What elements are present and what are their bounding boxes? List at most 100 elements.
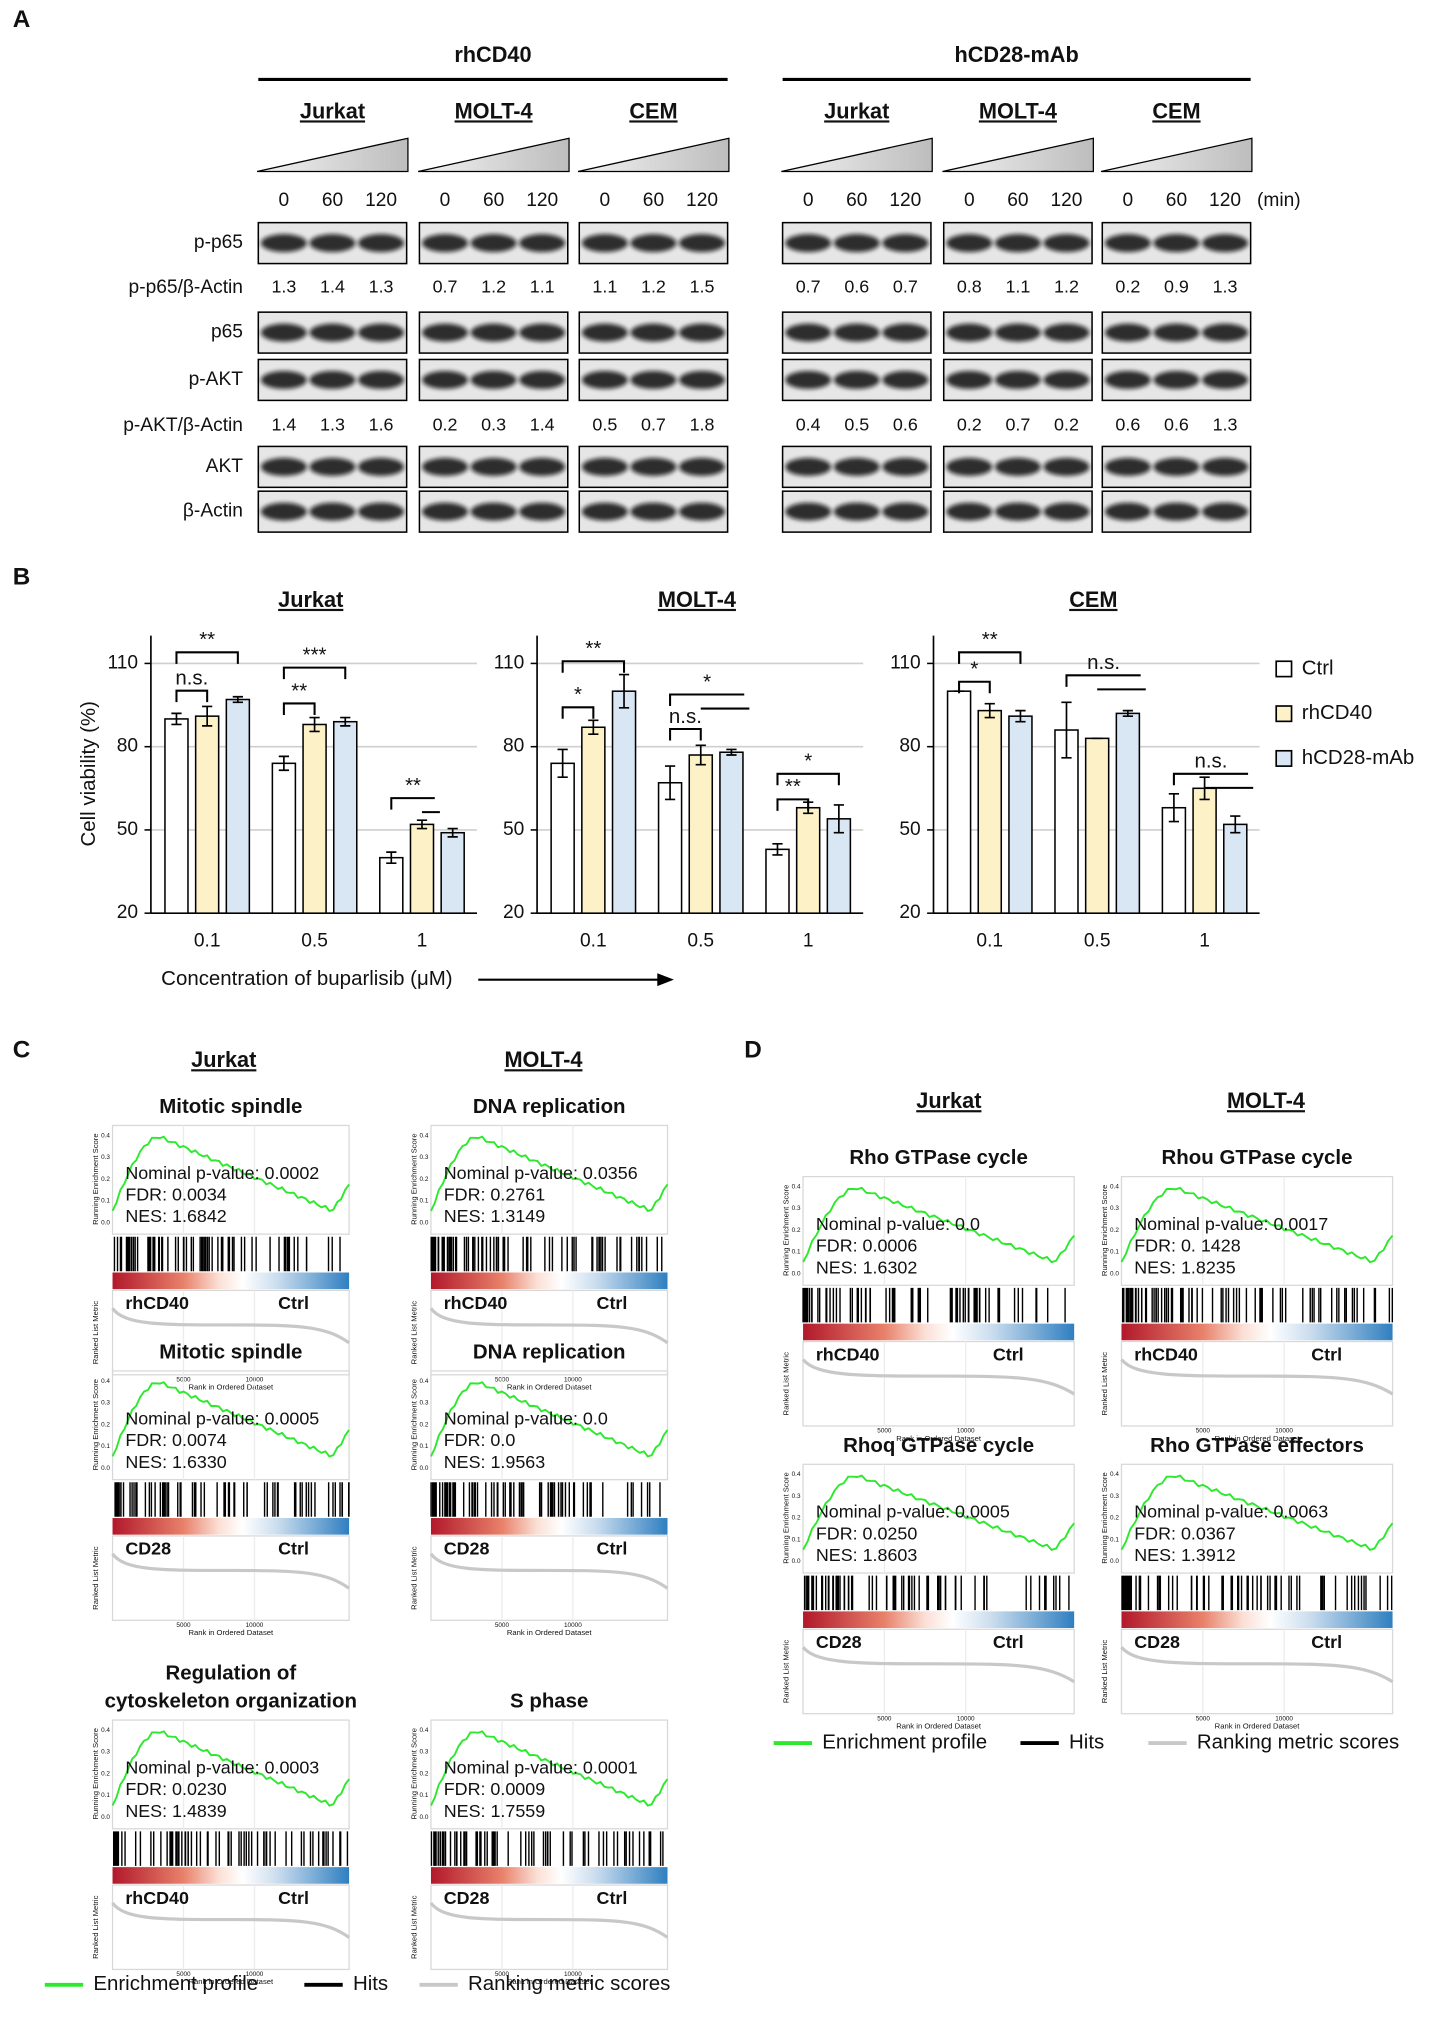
error-bar (1168, 793, 1180, 823)
ratio-value: 1.2 (1054, 277, 1079, 297)
y-tick-label: 50 (117, 819, 138, 840)
es-tick: 0.4 (420, 1132, 429, 1139)
es-frame (111, 1719, 350, 1830)
es-tick: 0.4 (420, 1727, 429, 1734)
metric-axis-label: Ranked List Metric (409, 1895, 418, 1959)
gsea-stat: Nominal p-value: 0.0005 (125, 1408, 319, 1428)
gsea-stat: Nominal p-value: 0.0 (816, 1214, 980, 1234)
bar (379, 856, 404, 914)
gsea-title: Rhou GTPase cycle (1162, 1146, 1353, 1169)
es-tick: 0.0 (101, 1465, 110, 1472)
error-bar (1015, 709, 1026, 723)
blot-band (421, 502, 469, 521)
y-tick-label: 50 (503, 819, 524, 840)
legend-label: Ranking metric scores (1197, 1730, 1399, 1753)
metric-frame (430, 1289, 669, 1376)
blot-band (994, 234, 1041, 253)
es-tick: 0.4 (101, 1727, 110, 1734)
es-axis-label: Running Enrichment Score (91, 1379, 100, 1471)
ratio-value: 0.7 (893, 277, 918, 297)
metric-frame (1120, 1340, 1394, 1427)
rank-tick: 5000 (495, 1622, 510, 1629)
legend-label: Hits (353, 1972, 388, 1995)
blot-band (785, 457, 832, 476)
blot-band (1202, 457, 1249, 476)
time-label: 120 (365, 190, 397, 211)
error-bar (340, 716, 351, 727)
legend-label: Enrichment profile (822, 1730, 987, 1753)
treatment-title: hCD28-mAb (954, 42, 1078, 67)
significance-bracket (958, 680, 991, 694)
gsea-title: Regulation of (165, 1661, 296, 1684)
significance-bracket (958, 651, 1022, 664)
legend-label: Ctrl (1302, 656, 1334, 679)
ratio-value: 0.7 (1005, 415, 1030, 435)
significance-bracket (776, 798, 810, 811)
time-label: 0 (279, 190, 290, 211)
group-label: CD28 (125, 1539, 171, 1559)
ratio-value: 1.3 (1213, 277, 1238, 297)
blot-band (470, 323, 517, 342)
gsea-title: Rho GTPase cycle (849, 1146, 1027, 1169)
blot-band (1104, 234, 1151, 253)
y-tick-label: 80 (117, 736, 138, 757)
blot-band (1202, 370, 1249, 389)
error-bar (726, 748, 737, 756)
significance-label: * (970, 658, 978, 681)
ratio-value: 1.4 (530, 415, 555, 435)
group-label: Ctrl (597, 1888, 628, 1908)
blot-band (421, 323, 469, 342)
gsea-stat: NES: 1.3149 (444, 1206, 545, 1226)
bar (225, 698, 251, 914)
row-label: β-Actin (183, 501, 243, 522)
rank-axis-label: Rank in Ordered Dataset (188, 1977, 274, 1986)
x-tick-label: 1 (1199, 930, 1210, 951)
blot-band (421, 457, 469, 476)
cell-line-name: MOLT-4 (455, 98, 533, 123)
error-bar (232, 695, 243, 704)
es-tick: 0.0 (792, 1270, 801, 1277)
significance-label: ** (585, 637, 601, 660)
chart-title: CEM (1069, 587, 1117, 612)
group-label: rhCD40 (816, 1344, 880, 1364)
bar (1161, 806, 1187, 914)
dose-triangle (942, 137, 1094, 173)
legend-label: Enrichment profile (93, 1972, 258, 1995)
bar (946, 690, 972, 914)
column-title: MOLT-4 (1227, 1088, 1305, 1113)
time-label: 60 (1166, 190, 1187, 211)
significance-bracket (1172, 772, 1249, 786)
es-frame (802, 1463, 1075, 1574)
es-tick: 0.2 (792, 1515, 801, 1522)
bar (302, 723, 327, 914)
es-axis-label: Running Enrichment Score (409, 1133, 418, 1225)
dose-triangle (781, 137, 933, 173)
y-tick-label: 80 (503, 736, 524, 757)
rank-tick: 5000 (877, 1715, 892, 1722)
es-frame (802, 1175, 1075, 1286)
cell-line-name: CEM (1152, 98, 1200, 123)
es-tick: 0.1 (101, 1198, 110, 1205)
y-tick-label: 80 (899, 736, 920, 757)
ratio-value: 0.5 (592, 415, 617, 435)
hits (1121, 1575, 1393, 1611)
blot-band (519, 323, 566, 342)
significance-label: *** (303, 644, 327, 667)
ratio-value: 1.8 (690, 415, 715, 435)
blot-band (519, 370, 566, 389)
es-tick: 0.3 (1110, 1205, 1119, 1212)
time-label: 120 (686, 190, 718, 211)
hits (430, 1831, 664, 1866)
ratio-value: 0.6 (1115, 415, 1140, 435)
ratio-value: 0.8 (957, 277, 982, 297)
bar (1223, 823, 1248, 914)
x-tick-label: 0.5 (687, 930, 714, 951)
rank-tick: 5000 (877, 1428, 892, 1435)
blot-band (260, 323, 307, 342)
blot-band (882, 502, 929, 521)
blot-band (1153, 234, 1200, 253)
metric-axis-label: Ranked List Metric (91, 1546, 100, 1610)
row-label: p-p65/β-Actin (129, 277, 243, 298)
metric-curve (1120, 1358, 1394, 1396)
es-tick: 0.4 (101, 1378, 110, 1385)
